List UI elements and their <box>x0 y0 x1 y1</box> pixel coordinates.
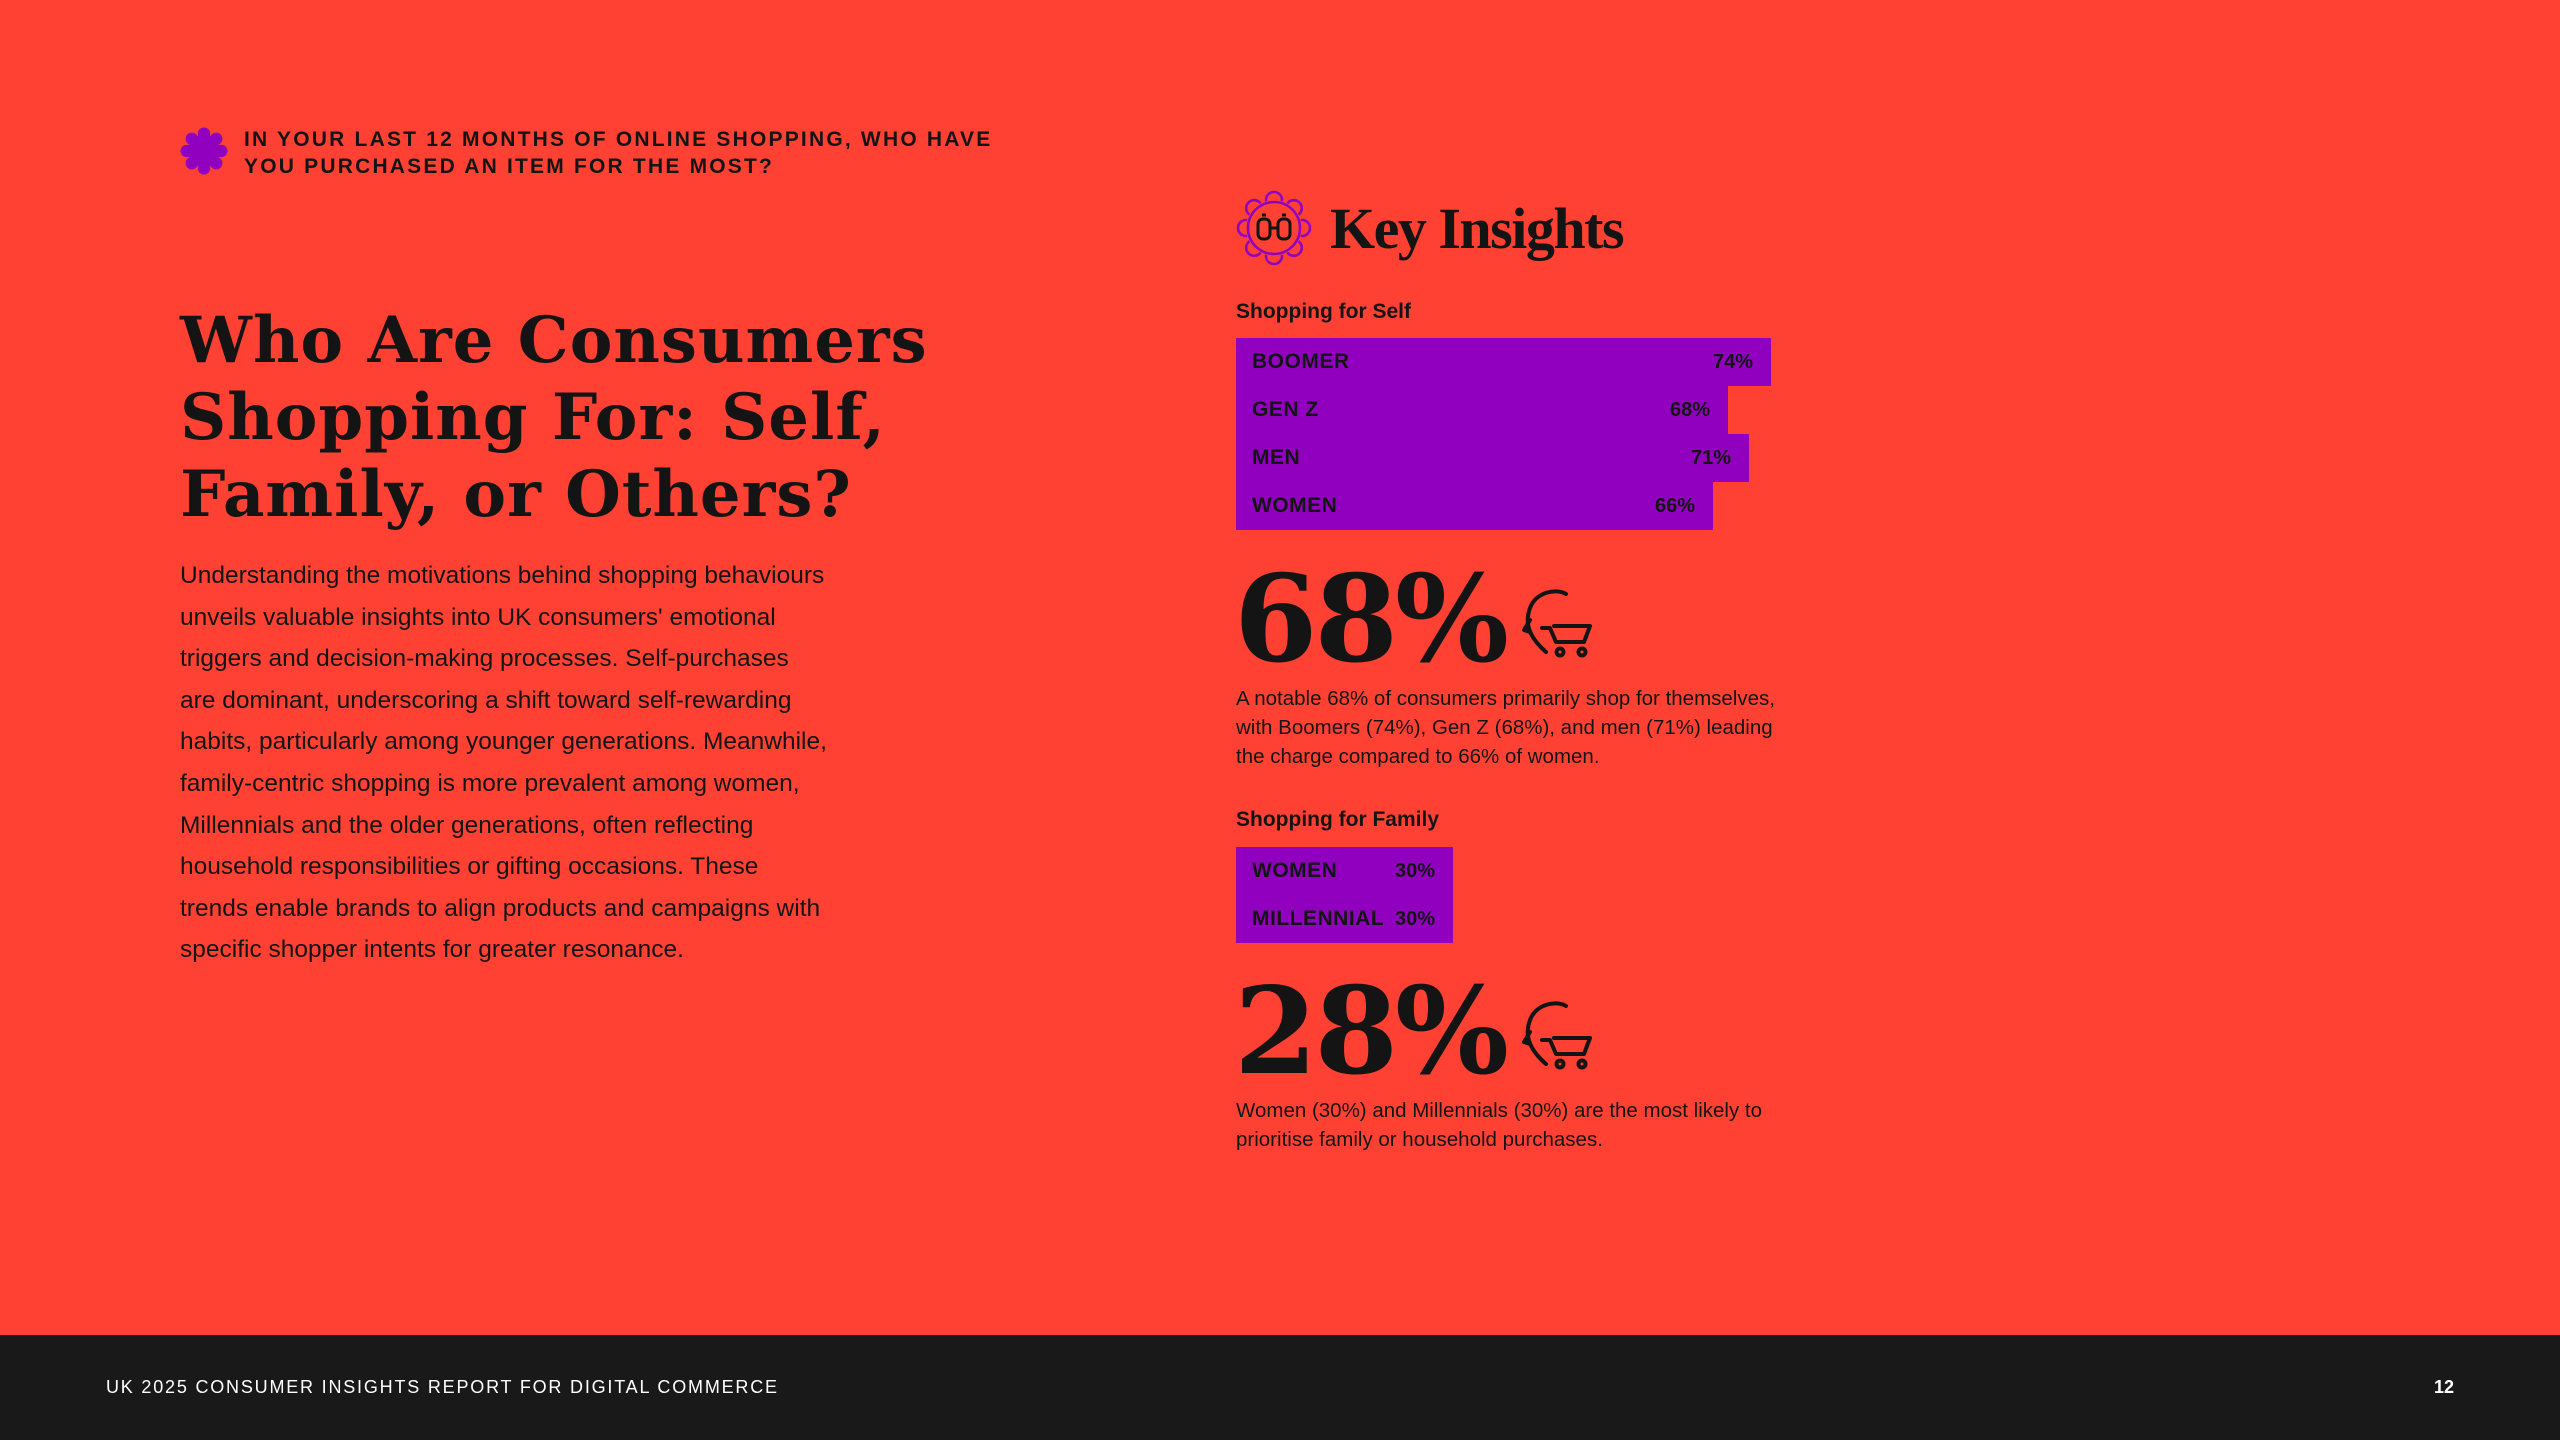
self-stat-number: 68% <box>1234 549 1509 690</box>
page-number: 12 <box>2433 1377 2454 1397</box>
bar-value-label: 74% <box>1712 350 1753 373</box>
self-stat: 68% <box>1234 560 1596 680</box>
bar-value-label: 68% <box>1669 398 1710 421</box>
bar-value-label: 30% <box>1394 859 1435 882</box>
bar-category-label: MILLENNIAL <box>1252 907 1385 930</box>
family-stat-description: Women (30%) and Millennials (30%) are th… <box>1236 1099 1763 1151</box>
bar-category-label: WOMEN <box>1252 494 1338 517</box>
survey-question: IN YOUR LAST 12 MONTHS OF ONLINE SHOPPIN… <box>180 126 1004 180</box>
bar-category-label: WOMEN <box>1252 859 1338 882</box>
bar-value-label: 66% <box>1654 494 1695 517</box>
self-chart-title: Shopping for Self <box>1236 300 1411 323</box>
head-with-shopping-cart-icon <box>1522 1001 1593 1070</box>
binoculars-badge-icon <box>1236 190 1312 266</box>
family-chart-title: Shopping for Family <box>1236 808 1439 831</box>
family-stat: 28% <box>1234 972 1596 1092</box>
family-bar-chart: WOMEN 30% MILLENNIAL 30% <box>1236 847 1453 943</box>
bar-boomer: BOOMER 74% <box>1236 338 1771 386</box>
self-bar-chart: BOOMER 74% GEN Z 68% MEN 71% WOMEN 66% <box>1236 338 1771 530</box>
footer-report-title: UK 2025 CONSUMER INSIGHTS REPORT FOR DIG… <box>106 1377 779 1397</box>
self-stat-description: A notable 68% of consumers primarily sho… <box>1236 687 1775 768</box>
page-title: Who Are Consumers Shopping For: Self, Fa… <box>180 303 928 532</box>
head-with-shopping-cart-icon <box>1522 589 1593 658</box>
page-footer: UK 2025 CONSUMER INSIGHTS REPORT FOR DIG… <box>0 1335 2560 1440</box>
question-text: IN YOUR LAST 12 MONTHS OF ONLINE SHOPPIN… <box>244 128 993 178</box>
family-stat-number: 28% <box>1234 961 1509 1102</box>
bar-value-label: 71% <box>1690 446 1731 469</box>
key-insights-title: Key Insights <box>1330 195 1625 261</box>
bar-millennial: MILLENNIAL 30% <box>1236 895 1453 943</box>
bar-category-label: MEN <box>1252 446 1301 469</box>
bar-category-label: BOOMER <box>1252 350 1350 373</box>
bar-gen-z: GEN Z 68% <box>1236 386 1728 434</box>
bar-women: WOMEN 66% <box>1236 482 1713 530</box>
bar-men: MEN 71% <box>1236 434 1749 482</box>
flower-badge-icon <box>180 127 228 175</box>
bar-women: WOMEN 30% <box>1236 847 1453 895</box>
key-insights-header: Key Insights <box>1234 188 1625 268</box>
intro-paragraph: Understanding the motivations behind sho… <box>180 562 827 964</box>
bar-category-label: GEN Z <box>1252 398 1319 421</box>
bar-value-label: 30% <box>1394 907 1435 930</box>
